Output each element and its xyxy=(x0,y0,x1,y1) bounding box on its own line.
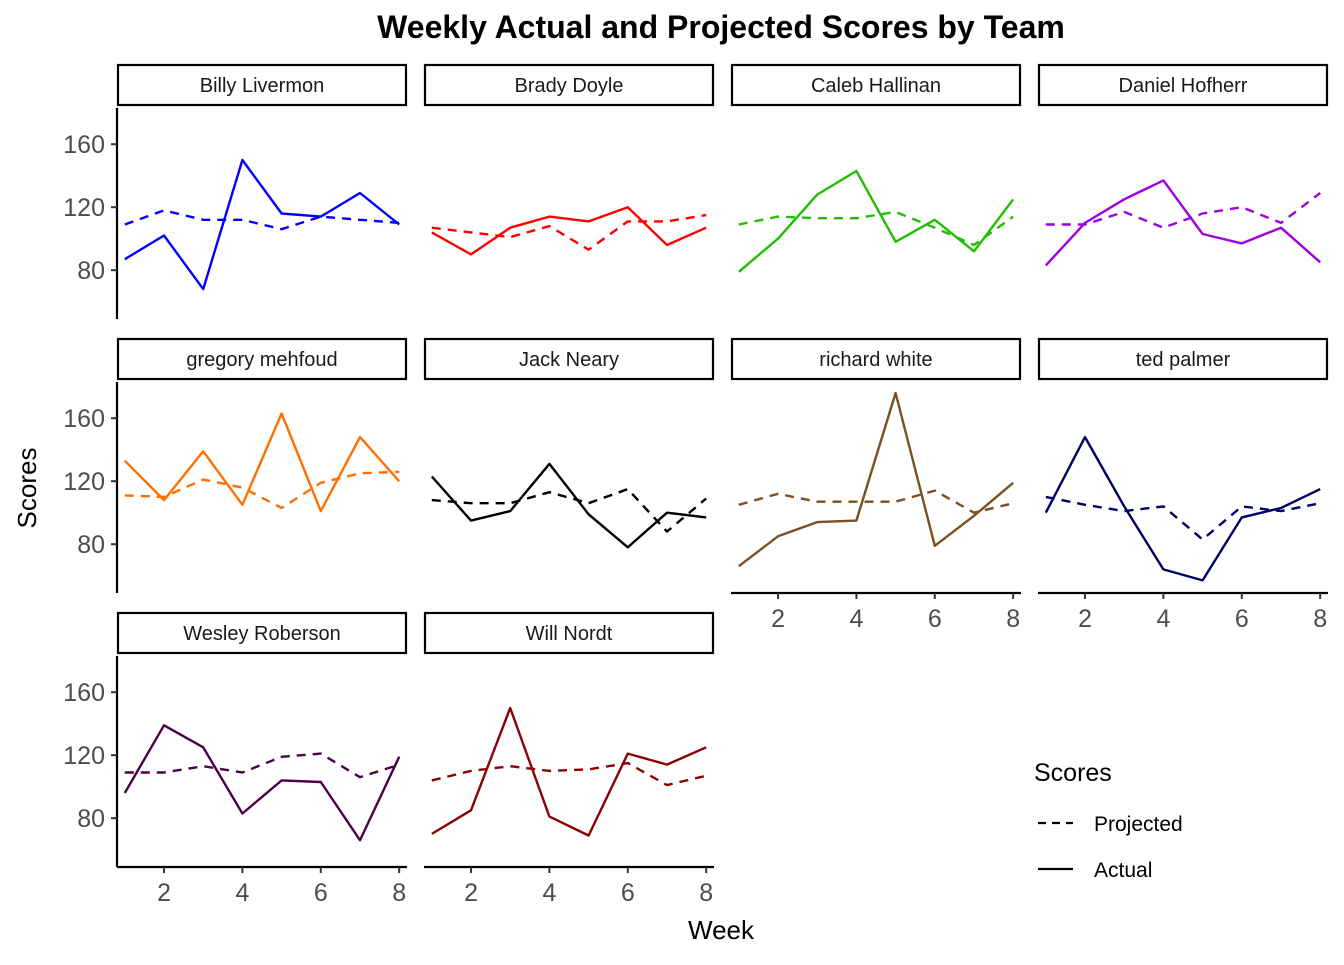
strip-box xyxy=(116,337,408,381)
strip-box xyxy=(116,611,408,655)
x-tick-label: 6 xyxy=(928,605,942,633)
legend: Scores Projected Actual xyxy=(1034,759,1183,882)
projected-line-will-nordt xyxy=(431,761,707,787)
actual-line-brady-doyle xyxy=(431,205,707,256)
panel-caleb-hallinan: Caleb Hallinan xyxy=(730,63,1022,273)
y-tick-label: 120 xyxy=(63,194,105,222)
strip-label: Wesley Roberson xyxy=(183,623,340,645)
projected-line-gregory-mehfoud xyxy=(124,470,400,510)
strip-label: Billy Livermon xyxy=(200,75,324,97)
chart-title: Weekly Actual and Projected Scores by Te… xyxy=(377,9,1065,45)
actual-line-daniel-hofherr xyxy=(1044,179,1321,267)
panel-wesley-roberson: Wesley Roberson 80 120 160 2 4 6 8 xyxy=(63,611,408,907)
x-tick-label: 8 xyxy=(699,879,713,907)
x-tick-label: 8 xyxy=(1313,605,1327,633)
x-tick-label: 2 xyxy=(464,879,478,907)
y-tick-label: 80 xyxy=(77,805,105,833)
projected-line-jack-neary xyxy=(431,487,707,533)
strip-label: gregory mehfoud xyxy=(186,349,337,371)
y-tick-label: 160 xyxy=(63,679,105,707)
actual-line-wesley-roberson xyxy=(123,724,401,842)
y-tick-label: 80 xyxy=(77,257,105,285)
strip-box xyxy=(1037,63,1329,107)
x-tick-label: 2 xyxy=(771,605,785,633)
strip-label: richard white xyxy=(819,349,932,371)
y-tick-label: 120 xyxy=(63,742,105,770)
x-tick-label: 2 xyxy=(157,879,171,907)
panel-richard-white: richard white 2 4 6 8 xyxy=(730,337,1022,633)
y-tick-label: 80 xyxy=(77,531,105,559)
strip-box xyxy=(730,337,1022,381)
projected-line-brady-doyle xyxy=(431,213,707,251)
strip-box xyxy=(116,63,408,107)
projected-line-caleb-hallinan xyxy=(738,210,1014,247)
strip-label: Jack Neary xyxy=(519,349,619,371)
projected-line-richard-white xyxy=(738,489,1014,514)
x-tick-label: 4 xyxy=(235,879,249,907)
x-tick-label: 8 xyxy=(392,879,406,907)
x-tick-label: 6 xyxy=(314,879,328,907)
panel-daniel-hofherr: Daniel Hofherr xyxy=(1037,63,1329,267)
projected-line-ted-palmer xyxy=(1045,495,1321,541)
x-tick-label: 4 xyxy=(1156,605,1170,633)
actual-line-ted-palmer xyxy=(1044,435,1321,582)
strip-box xyxy=(423,63,715,107)
panel-billy-livermon: Billy Livermon 80 120 160 xyxy=(63,63,408,319)
strip-label: Daniel Hofherr xyxy=(1119,75,1248,97)
strip-box xyxy=(423,611,715,655)
strip-label: Will Nordt xyxy=(526,623,613,645)
x-tick-label: 8 xyxy=(1006,605,1020,633)
x-tick-label: 6 xyxy=(621,879,635,907)
legend-label-actual: Actual xyxy=(1094,859,1152,882)
facet-panels: Billy Livermon 80 120 160 Brady Doyle Caleb H… xyxy=(63,63,1329,907)
y-axis-title: Scores xyxy=(12,448,42,529)
legend-label-projected: Projected xyxy=(1094,813,1183,836)
strip-box xyxy=(423,337,715,381)
strip-label: ted palmer xyxy=(1136,349,1231,371)
panel-gregory-mehfoud: gregory mehfoud 80 120 160 xyxy=(63,337,408,593)
y-tick-label: 120 xyxy=(63,468,105,496)
x-tick-label: 6 xyxy=(1235,605,1249,633)
actual-line-jack-neary xyxy=(430,462,707,549)
x-axis-title: Week xyxy=(688,915,755,945)
panel-brady-doyle: Brady Doyle xyxy=(423,63,715,256)
x-tick-label: 2 xyxy=(1078,605,1092,633)
panel-jack-neary: Jack Neary xyxy=(423,337,715,549)
legend-title: Scores xyxy=(1034,759,1112,787)
projected-line-wesley-roberson xyxy=(124,752,400,779)
x-tick-label: 4 xyxy=(542,879,556,907)
x-tick-label: 4 xyxy=(849,605,863,633)
actual-line-billy-livermon xyxy=(124,158,400,291)
actual-line-will-nordt xyxy=(431,706,707,837)
strip-box xyxy=(730,63,1022,107)
strip-box xyxy=(1037,337,1329,381)
strip-label: Caleb Hallinan xyxy=(811,75,941,97)
actual-line-gregory-mehfoud xyxy=(123,412,401,513)
actual-line-richard-white xyxy=(738,391,1014,568)
projected-line-billy-livermon xyxy=(124,209,400,231)
panel-will-nordt: Will Nordt 2 4 6 8 xyxy=(423,611,715,907)
panel-ted-palmer: ted palmer 2 4 6 8 xyxy=(1037,337,1329,633)
actual-line-caleb-hallinan xyxy=(738,169,1015,273)
y-tick-label: 160 xyxy=(63,131,105,159)
strip-label: Brady Doyle xyxy=(515,75,624,97)
y-tick-label: 160 xyxy=(63,405,105,433)
